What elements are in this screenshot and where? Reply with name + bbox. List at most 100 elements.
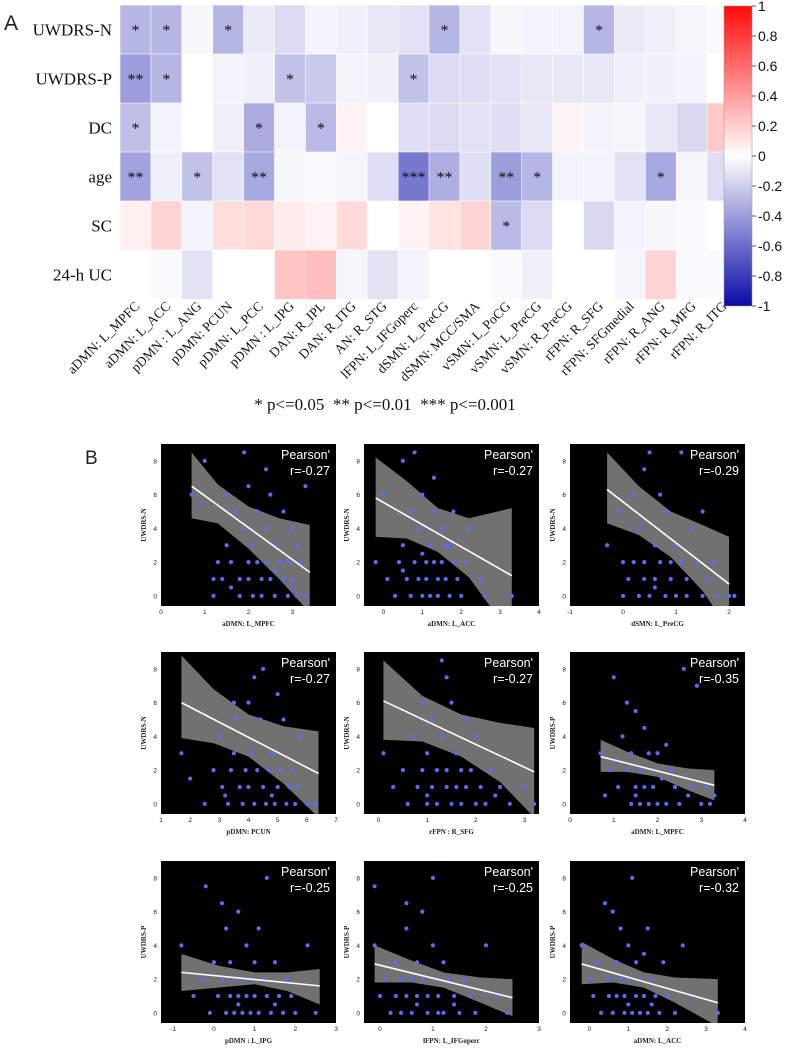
data-point-27 (473, 801, 478, 806)
data-point-12 (618, 977, 623, 982)
data-point-22 (266, 768, 272, 773)
heatmap-cell-3-2 (181, 151, 214, 202)
y-axis-label: UWDRS-P (140, 925, 148, 958)
heatmap-cell-5-8 (366, 249, 399, 300)
heatmap-cell-4-4 (243, 200, 276, 251)
y-tick-label-2: 4 (356, 734, 360, 741)
colorbar-tick-label-4: 0.2 (758, 118, 778, 134)
data-point-3 (620, 593, 626, 598)
data-point-27 (690, 784, 695, 790)
data-point-35 (482, 593, 487, 598)
data-point-16 (646, 801, 651, 806)
data-point-31 (285, 593, 290, 598)
heatmap-cell-3-1 (150, 151, 183, 202)
r-value-label: r=-0.32 (699, 881, 739, 895)
data-point-25 (446, 977, 451, 982)
y-tick-label-4: 8 (153, 458, 157, 465)
data-point-26 (684, 576, 689, 582)
data-point-10 (633, 708, 638, 714)
y-tick-label-3: 6 (356, 492, 360, 499)
heatmap-cell-4-13 (521, 200, 554, 251)
data-point-20 (668, 576, 673, 582)
x-tick-label-4: 4 (743, 1026, 747, 1033)
data-point-7 (224, 543, 229, 548)
data-point-37 (452, 1002, 457, 1007)
data-point-23 (439, 526, 444, 531)
data-point-3 (383, 977, 388, 982)
data-point-40 (272, 1002, 278, 1007)
data-point-15 (626, 943, 631, 948)
data-point-31 (707, 801, 713, 806)
data-point-21 (673, 593, 679, 598)
regression-line (191, 485, 311, 573)
y-tick-label-1: 2 (153, 977, 157, 984)
heatmap-cell-2-16 (614, 102, 647, 153)
x-tick-label-2: 2 (484, 1026, 488, 1033)
y-axis-label: UWDRS-P (549, 925, 557, 958)
x-tick-label-2: 2 (247, 609, 251, 616)
data-point-11 (416, 526, 421, 531)
y-tick-label-0: 0 (153, 801, 157, 808)
data-point-7 (399, 977, 404, 982)
data-point-8 (231, 751, 237, 756)
y-tick-label-1: 2 (356, 977, 360, 984)
y-axis-label: UWDRS-P (549, 716, 557, 749)
x-tick-label-0: 0 (588, 1026, 592, 1033)
plot-area (179, 875, 320, 1015)
data-point-37 (425, 793, 430, 798)
data-point-18 (630, 1010, 635, 1015)
data-point-37 (231, 700, 237, 705)
data-point-32 (463, 560, 468, 565)
r-value-label: r=-0.27 (493, 464, 533, 478)
data-point-29 (700, 593, 705, 598)
y-tick-label-1: 2 (356, 768, 360, 775)
heatmap-cell-2-18 (675, 102, 708, 153)
y-tick-label-4: 8 (562, 458, 566, 465)
data-point-0 (605, 543, 610, 548)
heatmap-cell-5-4 (243, 249, 276, 300)
data-point-13 (642, 725, 647, 731)
data-point-30 (483, 801, 488, 806)
significance-mark-1-0: ** (127, 72, 143, 89)
data-point-5 (620, 734, 625, 739)
data-point-2 (620, 560, 626, 565)
data-point-40 (228, 585, 234, 590)
y-tick-label-0: 0 (153, 593, 157, 600)
data-point-4 (388, 1010, 393, 1015)
data-point-20 (454, 751, 459, 756)
plot-area (598, 666, 717, 806)
heatmap-cell-3-3 (212, 151, 245, 202)
plot-area (605, 450, 737, 606)
heatmap-cell-0-12 (490, 4, 523, 55)
data-point-30 (455, 576, 460, 582)
data-point-35 (532, 801, 537, 806)
data-point-27 (264, 993, 269, 999)
plot-area (179, 655, 319, 814)
data-point-36 (700, 509, 705, 514)
data-point-36 (509, 593, 514, 598)
data-point-30 (703, 784, 708, 790)
data-point-36 (444, 675, 449, 680)
data-point-4 (599, 1010, 604, 1015)
data-point-23 (641, 993, 646, 999)
row-label-0: UWDRS-N (33, 21, 112, 40)
y-tick-label-2: 4 (562, 943, 566, 950)
data-point-1 (391, 784, 396, 790)
data-point-29 (467, 993, 473, 999)
significance-mark-3-4: ** (251, 170, 267, 187)
r-value-label: r=-0.35 (699, 672, 739, 686)
data-point-17 (444, 768, 449, 773)
heatmap-cell-1-16 (614, 53, 647, 104)
data-point-41 (246, 484, 251, 489)
heatmap-cell-4-18 (675, 200, 708, 251)
heatmap-cell-1-18 (675, 53, 708, 104)
data-point-7 (420, 700, 425, 705)
x-tick-label-1: 0 (212, 1026, 216, 1033)
heatmap-cell-0-16 (614, 4, 647, 55)
heatmap-cell-4-5 (274, 200, 307, 251)
data-point-9 (408, 593, 413, 598)
x-axis-label: lFPN: L_IFGoperc (423, 1037, 480, 1045)
regression-line (375, 497, 513, 577)
data-point-27 (689, 526, 695, 531)
heatmap-cell-1-7 (335, 53, 368, 104)
